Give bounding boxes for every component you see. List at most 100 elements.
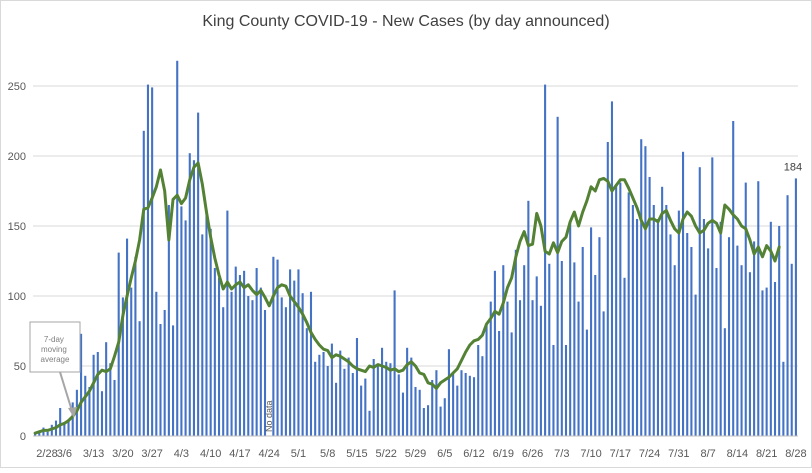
x-tick-label: 4/17: [229, 448, 250, 460]
x-tick-label: 4/10: [200, 448, 221, 460]
bar: [485, 324, 488, 436]
latest-value-label: 184: [784, 161, 802, 173]
bar: [794, 178, 797, 436]
bar: [59, 408, 62, 436]
bar: [427, 405, 430, 436]
x-tick-label: 7/3: [554, 448, 569, 460]
x-tick-label: 8/14: [727, 448, 748, 460]
bar: [682, 151, 685, 437]
bar: [71, 402, 74, 436]
bar: [234, 266, 237, 436]
bar: [418, 389, 421, 436]
bar: [138, 321, 141, 436]
x-tick-label: 5/22: [376, 448, 397, 460]
bar: [636, 219, 639, 436]
bar: [46, 431, 49, 436]
bar: [410, 357, 413, 436]
bar: [585, 329, 588, 436]
bar: [318, 354, 321, 436]
bar: [326, 366, 329, 436]
x-tick-label: 3/27: [141, 448, 162, 460]
bar: [347, 357, 350, 436]
y-tick-label: 50: [14, 361, 26, 373]
y-tick-label: 0: [20, 431, 26, 443]
bar: [314, 361, 317, 436]
bar: [355, 338, 359, 436]
bar: [435, 370, 438, 436]
bar: [335, 382, 338, 436]
bar: [472, 377, 476, 436]
bar: [606, 142, 609, 436]
bar: [263, 310, 267, 436]
bar: [498, 331, 501, 436]
bar: [468, 375, 471, 436]
bar: [552, 345, 555, 436]
bar: [590, 227, 593, 436]
x-tick-label: 7/31: [668, 448, 689, 460]
bar-series: [34, 60, 797, 437]
bar: [502, 265, 505, 436]
bar: [389, 363, 392, 436]
bar: [698, 167, 701, 436]
bar: [493, 270, 496, 436]
y-tick-label: 200: [8, 151, 26, 163]
bar: [80, 333, 83, 436]
bar: [744, 182, 747, 436]
bar: [669, 234, 672, 436]
bar: [619, 182, 622, 436]
bar: [309, 291, 313, 436]
bar: [711, 157, 714, 436]
bar: [556, 116, 559, 437]
bar: [272, 256, 275, 436]
bar: [142, 130, 145, 437]
bar: [222, 307, 225, 436]
bar: [732, 121, 735, 436]
callout-arrow-line: [59, 371, 73, 412]
bar: [786, 195, 789, 436]
moving-average-line: [33, 161, 781, 435]
bar: [205, 209, 208, 436]
bar: [640, 139, 643, 436]
x-tick-label: 2/28: [36, 448, 57, 460]
bar: [644, 146, 647, 436]
x-tick-label: 7/17: [610, 448, 631, 460]
bar: [661, 186, 664, 436]
bar: [88, 387, 91, 436]
bar: [130, 287, 133, 436]
x-tick-label: 3/13: [83, 448, 104, 460]
bar: [686, 233, 689, 436]
bar: [368, 410, 371, 436]
bar: [230, 291, 233, 436]
bar: [376, 366, 379, 436]
bar: [146, 84, 149, 436]
bar: [652, 205, 655, 436]
bar: [623, 277, 626, 436]
bar: [610, 101, 614, 437]
bar: [527, 200, 530, 436]
bar: [439, 406, 442, 436]
bar: [159, 324, 162, 436]
x-tick-label: 3/20: [112, 448, 133, 460]
bar: [172, 325, 175, 436]
bar: [238, 275, 241, 436]
x-tick-label: 5/8: [320, 448, 335, 460]
bar: [301, 293, 304, 436]
bar: [330, 343, 333, 436]
bar: [723, 328, 726, 436]
bar: [544, 84, 547, 436]
bar: [360, 385, 363, 436]
bar: [155, 291, 158, 436]
bar: [753, 241, 756, 436]
bar: [226, 210, 229, 436]
bar: [443, 398, 446, 436]
bar: [284, 307, 287, 436]
y-tick-label: 150: [8, 221, 26, 233]
bar: [197, 112, 200, 436]
bar: [422, 408, 425, 436]
bar: [180, 206, 183, 436]
bar: [293, 280, 296, 436]
bar: [523, 265, 526, 436]
moving-average-callout: 7-day moving average: [29, 321, 81, 418]
bar: [573, 262, 576, 436]
bar: [84, 375, 87, 436]
